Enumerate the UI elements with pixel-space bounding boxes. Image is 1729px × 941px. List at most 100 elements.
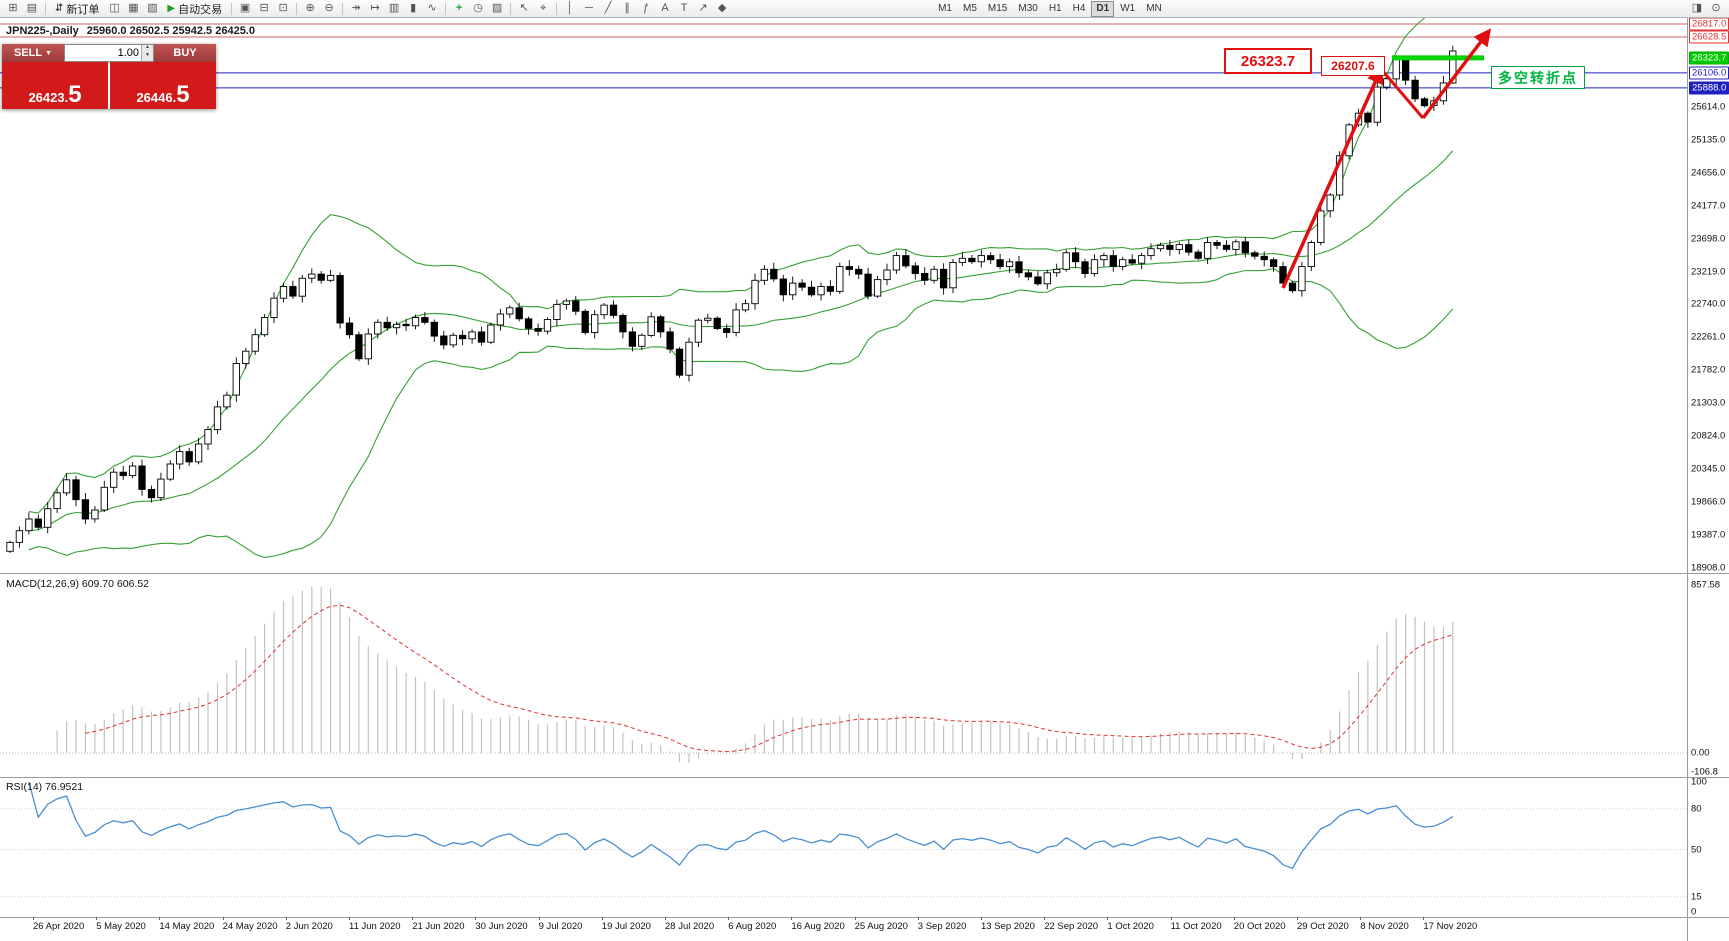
profiles-icon[interactable]: ▤	[26, 2, 38, 14]
date-label: 5 May 2020	[96, 921, 146, 932]
timeframe-w1[interactable]: W1	[1120, 2, 1136, 14]
chart-shift-icon[interactable]: ↦	[370, 2, 380, 14]
trendline-icon[interactable]: ╱	[604, 2, 612, 14]
text-icon[interactable]: A	[661, 2, 669, 14]
cursor-icon[interactable]: ↖	[519, 2, 529, 14]
indicators-icon[interactable]: +	[455, 2, 463, 14]
sell-caption[interactable]: SELL ▼	[2, 44, 64, 62]
price-level-tag: 26106.0	[1689, 66, 1729, 80]
price-tick-label: 19866.0	[1691, 496, 1726, 508]
horizontal-line-icon[interactable]: ─	[585, 2, 593, 14]
panel-separator[interactable]	[0, 573, 1729, 574]
time-tick	[222, 917, 224, 920]
time-tick	[1423, 917, 1425, 920]
bar-chart-icon[interactable]: ▥	[388, 2, 400, 14]
search-icon[interactable]: ⊙	[1711, 2, 1721, 14]
channel-icon[interactable]: ∥	[624, 2, 630, 14]
timeframe-m30[interactable]: M30	[1018, 2, 1038, 14]
price-tick-label: 24656.0	[1691, 167, 1726, 179]
buy-button[interactable]: 26446. 5	[110, 62, 216, 109]
data-window-icon[interactable]: ▦	[128, 2, 139, 14]
timeframe-h4[interactable]: H4	[1072, 2, 1086, 14]
vertical-line-icon[interactable]: │	[566, 2, 574, 14]
date-label: 22 Sep 2020	[1044, 921, 1099, 932]
rsi-tick-label: 15	[1691, 891, 1702, 903]
toolbar-separator	[445, 2, 447, 15]
timeframe-m1[interactable]: M1	[938, 2, 952, 14]
sell-button[interactable]: 26423. 5	[2, 62, 110, 109]
new-order-button[interactable]: ⇵ 新订单	[50, 1, 104, 16]
time-tick	[1044, 917, 1046, 920]
price-tick-label: 18908.0	[1691, 562, 1726, 574]
rsi-tick-label: 80	[1691, 803, 1702, 815]
auto-scroll-icon[interactable]: ↠	[351, 2, 361, 14]
price-tick-label: 22740.0	[1691, 298, 1726, 310]
crosshair-icon[interactable]: ⌖	[539, 2, 547, 14]
time-tick	[475, 917, 477, 920]
timeframe-m5[interactable]: M5	[963, 2, 977, 14]
price-tick-label: 22261.0	[1691, 331, 1726, 343]
macd-tick-label: 0.00	[1691, 747, 1710, 759]
fibonacci-icon[interactable]: ƒ	[643, 2, 650, 14]
volume-field: ▲ ▼	[64, 44, 154, 62]
date-label: 2 Jun 2020	[285, 921, 333, 932]
buy-price: 26446.	[136, 90, 177, 105]
price-tick-label: 19387.0	[1691, 529, 1726, 541]
zoom-out-icon[interactable]: ⊖	[324, 2, 334, 14]
time-tick	[285, 917, 287, 920]
time-tick	[1233, 917, 1235, 920]
time-tick	[412, 917, 414, 920]
cascade-windows-icon[interactable]: ▣	[239, 2, 251, 14]
price-callout-26207[interactable]: 26207.6	[1321, 56, 1385, 76]
doc-window-icon[interactable]: ◨	[1691, 2, 1703, 14]
periods-icon[interactable]: ◷	[473, 2, 483, 14]
time-tick	[665, 917, 666, 920]
one-click-trading-panel: SELL ▼ ▲ ▼ BUY 26423.5 26446.5	[2, 44, 216, 109]
timeframe-d1[interactable]: D1	[1091, 0, 1115, 17]
spin-down-icon[interactable]: ▼	[142, 53, 153, 61]
market-watch-icon[interactable]: ◫	[109, 2, 120, 14]
time-tick	[96, 917, 98, 920]
timeframe-mn[interactable]: MN	[1146, 2, 1162, 14]
autotrading-button[interactable]: ▶ 自动交易	[162, 1, 227, 16]
time-tick	[349, 917, 350, 920]
macd-indicator-label: MACD(12,26,9) 609.70 606.52	[6, 578, 150, 590]
navigator-icon[interactable]: ▧	[147, 2, 158, 14]
turning-point-note[interactable]: 多空转折点	[1491, 66, 1585, 89]
time-tick	[854, 917, 856, 920]
volume-stepper[interactable]: ▲ ▼	[141, 45, 153, 61]
date-label: 17 Nov 2020	[1423, 921, 1478, 932]
spin-up-icon[interactable]: ▲	[142, 45, 153, 53]
date-label: 24 May 2020	[222, 921, 278, 932]
candlestick-chart-icon[interactable]: ▮	[410, 2, 417, 14]
time-tick	[33, 917, 34, 920]
date-label: 1 Oct 2020	[1107, 921, 1154, 932]
ohlc-values: 25960.0 26502.5 25942.5 26425.0	[86, 25, 255, 37]
timeframe-h1[interactable]: H1	[1048, 2, 1062, 14]
buy-caption[interactable]: BUY	[154, 44, 216, 62]
panel-separator[interactable]	[0, 777, 1729, 778]
price-level-tag: 26817.0	[1689, 17, 1729, 31]
tile-vertical-icon[interactable]: ⊡	[278, 2, 288, 14]
new-chart-icon[interactable]: ⊞	[8, 2, 18, 14]
price-tick-label: 21782.0	[1691, 364, 1726, 376]
time-tick	[728, 917, 730, 920]
zoom-in-icon[interactable]: ⊕	[305, 2, 315, 14]
price-level-tag: 25888.0	[1689, 81, 1729, 95]
price-callout-26323[interactable]: 26323.7	[1224, 48, 1312, 74]
timeframe-m15[interactable]: M15	[987, 2, 1008, 14]
time-tick	[1170, 917, 1172, 920]
tile-horizontal-icon[interactable]: ⊟	[259, 2, 269, 14]
price-tick-label: 23219.0	[1691, 266, 1726, 277]
shapes-icon[interactable]: ◆	[717, 2, 727, 14]
time-tick	[1360, 917, 1362, 920]
volume-input[interactable]	[65, 45, 141, 61]
arrows-icon[interactable]: ↗	[698, 2, 708, 14]
macd-tick-label: -106.8	[1691, 766, 1718, 778]
line-chart-icon[interactable]: ∿	[427, 2, 437, 14]
templates-icon[interactable]: ▨	[491, 2, 503, 14]
text-label-icon[interactable]: T	[680, 2, 688, 14]
date-label: 6 Aug 2020	[728, 921, 777, 932]
toolbar-separator	[510, 2, 512, 15]
